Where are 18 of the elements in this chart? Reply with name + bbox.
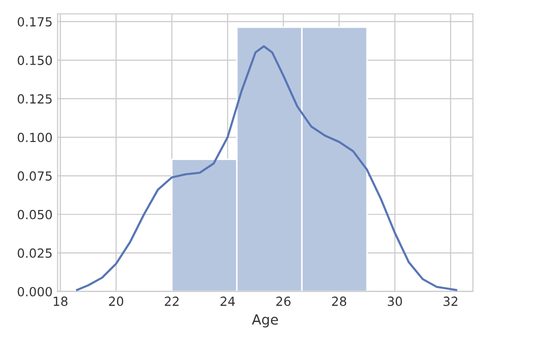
x-tick-label: 28 xyxy=(332,296,346,306)
y-tick-label: 0.175 xyxy=(18,17,52,27)
x-tick-label: 32 xyxy=(444,296,458,306)
line-series xyxy=(76,45,458,291)
y-tick-label: 0.000 xyxy=(18,286,52,296)
x-tick-label: 22 xyxy=(164,296,179,306)
y-tick-label: 0.050 xyxy=(18,210,52,220)
y-tick-label: 0.075 xyxy=(18,171,52,181)
x-tick-label: 24 xyxy=(220,296,235,306)
x-tick-label: 20 xyxy=(109,296,124,306)
x-tick-label: 26 xyxy=(276,296,291,306)
y-tick-label: 0.100 xyxy=(18,132,52,142)
x-axis-title: Age xyxy=(252,314,278,328)
y-tick-label: 0.150 xyxy=(18,56,52,66)
y-tick-label: 0.025 xyxy=(18,248,52,258)
x-tick-label: 30 xyxy=(388,296,402,306)
y-tick-label: 0.125 xyxy=(18,94,52,104)
x-tick-label: 18 xyxy=(54,296,68,306)
